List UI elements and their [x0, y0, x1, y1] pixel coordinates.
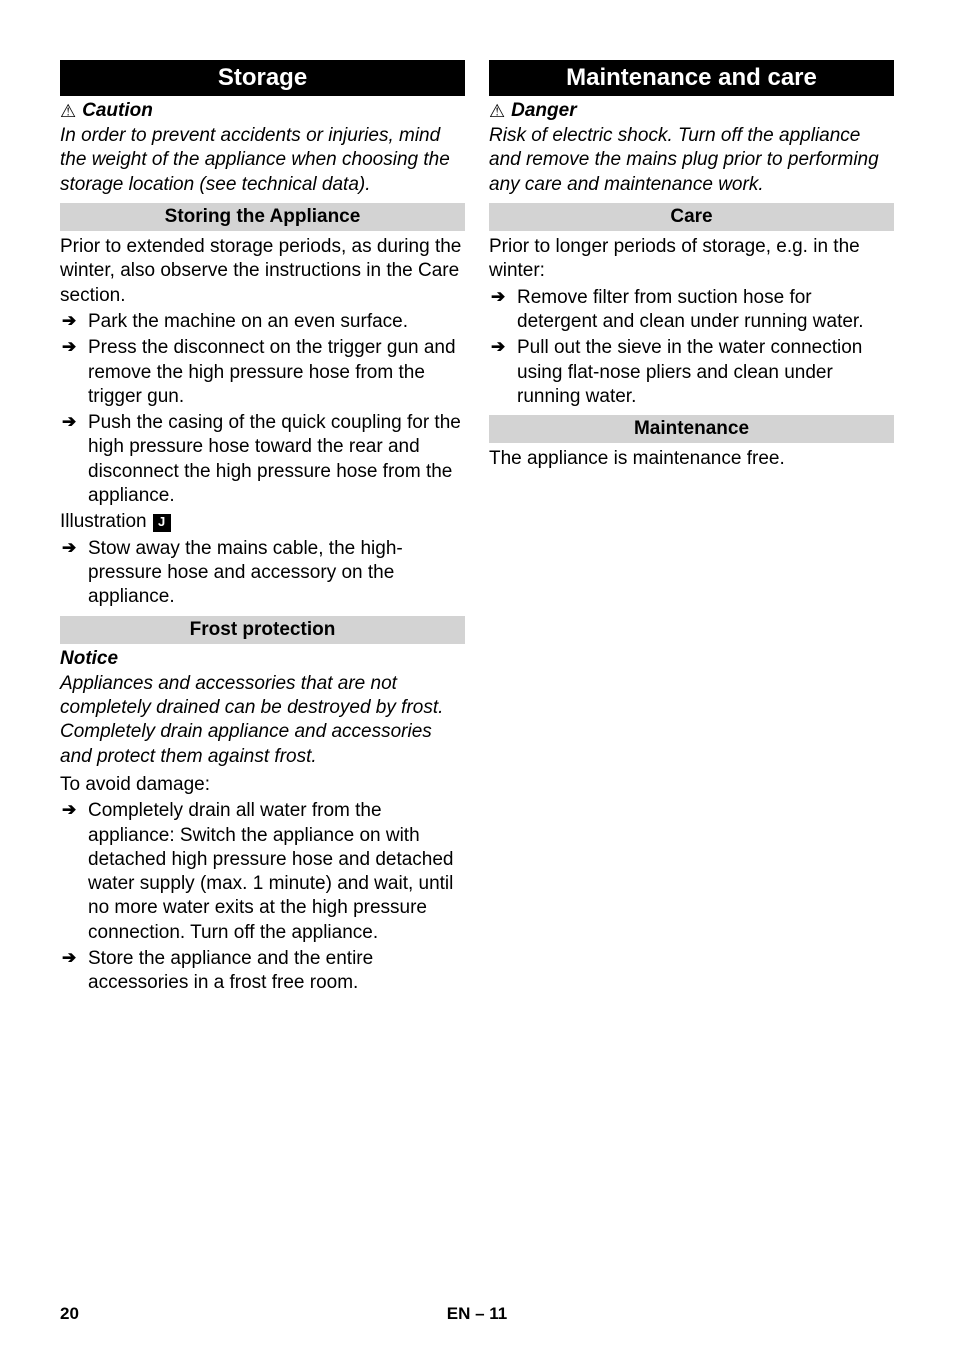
danger-text: Risk of electric shock. Turn off the app… — [489, 124, 894, 197]
heading-frost-protection: Frost protection — [60, 616, 465, 644]
maintenance-text: The appliance is maintenance free. — [489, 447, 894, 471]
heading-care: Care — [489, 203, 894, 231]
list-item: Remove filter from suction hose for dete… — [489, 286, 894, 335]
list-item: Press the disconnect on the trigger gun … — [60, 336, 465, 409]
heading-maintenance-care: Maintenance and care — [489, 60, 894, 96]
danger-line: ⚠ Danger — [489, 100, 894, 122]
illustration-line: Illustration J — [60, 510, 465, 534]
heading-maintenance: Maintenance — [489, 415, 894, 443]
notice-text: Appliances and accessories that are not … — [60, 672, 465, 769]
illustration-label: Illustration — [60, 510, 147, 534]
avoid-damage-label: To avoid damage: — [60, 773, 465, 797]
care-intro: Prior to longer periods of storage, e.g.… — [489, 235, 894, 284]
storing-list-2: Stow away the mains cable, the high-pres… — [60, 537, 465, 610]
caution-line: ⚠ Caution — [60, 100, 465, 122]
page-footer: 20 EN – 11 — [60, 1304, 894, 1324]
care-list: Remove filter from suction hose for dete… — [489, 286, 894, 410]
list-item: Push the casing of the quick coupling fo… — [60, 411, 465, 508]
page-number: 20 — [60, 1304, 79, 1324]
warning-icon: ⚠ — [60, 102, 76, 120]
frost-list: Completely drain all water from the appl… — [60, 799, 465, 996]
notice-label: Notice — [60, 648, 465, 670]
list-item: Completely drain all water from the appl… — [60, 799, 465, 945]
list-item: Park the machine on an even surface. — [60, 310, 465, 334]
caution-text: In order to prevent accidents or injurie… — [60, 124, 465, 197]
list-item: Store the appliance and the entire acces… — [60, 947, 465, 996]
left-column: Storage ⚠ Caution In order to prevent ac… — [60, 60, 465, 998]
heading-storage: Storage — [60, 60, 465, 96]
list-item: Stow away the mains cable, the high-pres… — [60, 537, 465, 610]
heading-storing-appliance: Storing the Appliance — [60, 203, 465, 231]
footer-center: EN – 11 — [447, 1304, 508, 1324]
storing-list: Park the machine on an even surface. Pre… — [60, 310, 465, 509]
caution-label: Caution — [82, 100, 153, 122]
right-column: Maintenance and care ⚠ Danger Risk of el… — [489, 60, 894, 998]
list-item: Pull out the sieve in the water connecti… — [489, 336, 894, 409]
storing-intro: Prior to extended storage periods, as du… — [60, 235, 465, 308]
warning-icon: ⚠ — [489, 102, 505, 120]
danger-label: Danger — [511, 100, 576, 122]
illustration-letter-box: J — [153, 514, 171, 532]
